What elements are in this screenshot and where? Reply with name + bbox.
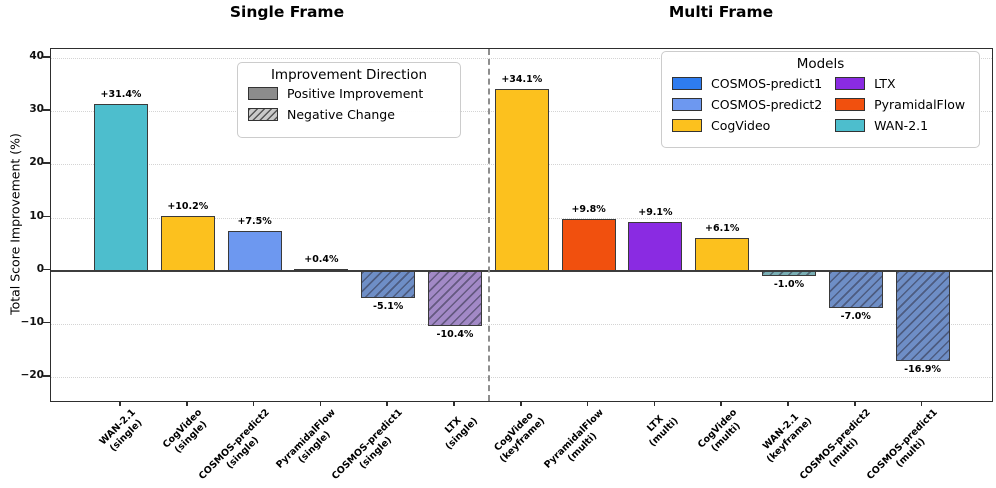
ytick-mark-10 bbox=[43, 215, 50, 218]
bar-CogVideo-keyframe bbox=[494, 89, 549, 271]
xtick-label-5: LTX (single) bbox=[443, 414, 481, 453]
bar-CogVideo-multi bbox=[695, 238, 750, 271]
legend-models-row: WAN-2.1 bbox=[825, 115, 979, 136]
xtick-mark-6 bbox=[520, 401, 522, 406]
legend-models-title: Models bbox=[796, 56, 845, 72]
bar-COSMOS-predict1-multi bbox=[895, 270, 950, 361]
ytick-mark-0 bbox=[43, 268, 50, 271]
ytick-mark-20 bbox=[43, 162, 50, 164]
xtick-mark-3 bbox=[319, 401, 322, 406]
ytick-label-20: 20 bbox=[29, 156, 44, 169]
hatched-gray-swatch-icon bbox=[248, 108, 278, 121]
bar-LTX-single bbox=[428, 270, 482, 327]
value-label-WAN-2.1-keyframe: -1.0% bbox=[773, 279, 805, 291]
legend-models-row: CogVideo bbox=[662, 115, 825, 136]
xtick-label-8: LTX (multi) bbox=[645, 413, 681, 450]
ytick-label-0: 0 bbox=[36, 262, 44, 275]
legend-models-entry-label: COSMOS-predict2 bbox=[711, 97, 823, 112]
legend-direction-row: Negative Change bbox=[238, 104, 460, 125]
subplot-title-multi-frame: Multi Frame bbox=[668, 3, 774, 21]
bar-PyramidalFlow-multi bbox=[561, 218, 616, 271]
bar-COSMOS-predict1-single bbox=[361, 270, 416, 298]
xtick-mark-5 bbox=[453, 401, 455, 406]
legend-models-items: COSMOS-predict1 LTX COSMOS-predict2 Pyramid… bbox=[662, 72, 979, 136]
xtick-label-0: WAN-2.1 (single) bbox=[97, 407, 145, 455]
legend-models-entry-label: CogVideo bbox=[711, 118, 771, 133]
ytick-mark-30 bbox=[43, 109, 50, 111]
value-label-COSMOS-predict2-single: +7.5% bbox=[237, 215, 272, 227]
bar-WAN-2.1-single bbox=[94, 103, 148, 271]
value-label-CogVideo-keyframe: +34.1% bbox=[501, 74, 543, 86]
ytick-label--20: −20 bbox=[20, 369, 44, 382]
legend-models-row: COSMOS-predict1 bbox=[662, 73, 825, 94]
bar-PyramidalFlow-single bbox=[294, 268, 349, 271]
xtick-mark-12 bbox=[920, 401, 923, 406]
model-color-swatch-icon bbox=[672, 98, 702, 111]
value-label-CogVideo-multi: +6.1% bbox=[705, 223, 740, 235]
ytick-mark--10 bbox=[43, 321, 50, 324]
model-color-swatch-icon bbox=[672, 77, 702, 90]
bar-CogVideo-single bbox=[160, 216, 215, 271]
xtick-mark-4 bbox=[386, 401, 388, 406]
ytick-mark-40 bbox=[43, 56, 50, 58]
value-label-PyramidalFlow-single: +0.4% bbox=[304, 253, 339, 265]
gridline-40 bbox=[51, 58, 992, 60]
legend-direction-title: Improvement Direction bbox=[270, 67, 428, 83]
gridline--10 bbox=[51, 323, 992, 325]
legend-models-entry-label: WAN-2.1 bbox=[874, 118, 929, 133]
ytick-mark--20 bbox=[43, 375, 50, 377]
xtick-mark-10 bbox=[787, 401, 789, 406]
ytick-label--10: −10 bbox=[20, 315, 44, 328]
xtick-mark-2 bbox=[252, 401, 255, 406]
bar-COSMOS-predict2-multi bbox=[828, 270, 883, 308]
legend-direction-entry-label: Negative Change bbox=[287, 107, 395, 122]
ytick-label-40: 40 bbox=[29, 50, 44, 63]
xtick-mark-7 bbox=[586, 401, 589, 406]
value-label-PyramidalFlow-multi: +9.8% bbox=[571, 203, 606, 215]
solid-gray-swatch-icon bbox=[248, 87, 278, 100]
legend-models-entry-label: LTX bbox=[874, 76, 896, 91]
value-label-WAN-2.1-single: +31.4% bbox=[100, 88, 142, 100]
value-label-COSMOS-predict2-multi: -7.0% bbox=[840, 310, 871, 322]
legend-direction-items: Positive Improvement Negative Change bbox=[238, 83, 460, 125]
legend-models-row: LTX bbox=[825, 73, 979, 94]
legend-direction-row: Positive Improvement bbox=[238, 83, 460, 104]
legend-models-row: COSMOS-predict2 bbox=[662, 94, 825, 115]
legend-models: Models COSMOS-predict1 LTX COSMOS-predict2… bbox=[661, 51, 980, 148]
value-label-COSMOS-predict1-single: -5.1% bbox=[373, 300, 404, 312]
xtick-label-6: CogVideo (keyframe) bbox=[492, 409, 548, 466]
legend-improvement-direction: Improvement Direction Positive Improveme… bbox=[237, 62, 461, 138]
model-color-swatch-icon bbox=[835, 98, 866, 111]
value-label-COSMOS-predict1-multi: -16.9% bbox=[904, 363, 942, 375]
xtick-mark-8 bbox=[653, 401, 656, 406]
model-color-swatch-icon bbox=[672, 119, 702, 132]
ytick-label-10: 10 bbox=[29, 209, 44, 222]
subplot-title-single-frame: Single Frame bbox=[229, 3, 345, 21]
xtick-label-7: PyramidalFlow (multi) bbox=[541, 407, 606, 471]
bar-WAN-2.1-keyframe bbox=[762, 270, 816, 277]
xtick-label-9: CogVideo (multi) bbox=[695, 407, 743, 455]
xtick-mark-9 bbox=[720, 401, 722, 406]
zero-axis-line bbox=[51, 269, 992, 272]
model-color-swatch-icon bbox=[835, 77, 866, 90]
bar-LTX-multi bbox=[628, 222, 683, 271]
xtick-mark-11 bbox=[854, 401, 856, 406]
xtick-mark-0 bbox=[119, 401, 121, 406]
value-label-CogVideo-single: +10.2% bbox=[167, 201, 209, 213]
xtick-mark-1 bbox=[186, 401, 188, 406]
xtick-label-1: CogVideo (single) bbox=[161, 407, 210, 456]
legend-models-row: PyramidalFlow bbox=[825, 94, 979, 115]
legend-models-entry-label: COSMOS-predict1 bbox=[711, 76, 823, 91]
value-label-LTX-multi: +9.1% bbox=[638, 207, 673, 219]
bar-COSMOS-predict2-single bbox=[227, 230, 282, 271]
ytick-label-30: 30 bbox=[29, 103, 44, 116]
model-color-swatch-icon bbox=[835, 119, 866, 132]
xtick-label-10: WAN-2.1 (keyframe) bbox=[760, 411, 815, 466]
legend-direction-entry-label: Positive Improvement bbox=[287, 86, 424, 101]
value-label-LTX-single: -10.4% bbox=[436, 329, 474, 341]
legend-models-entry-label: PyramidalFlow bbox=[874, 97, 966, 112]
gridline--20 bbox=[51, 377, 992, 379]
section-divider-dashed-line bbox=[488, 49, 491, 401]
